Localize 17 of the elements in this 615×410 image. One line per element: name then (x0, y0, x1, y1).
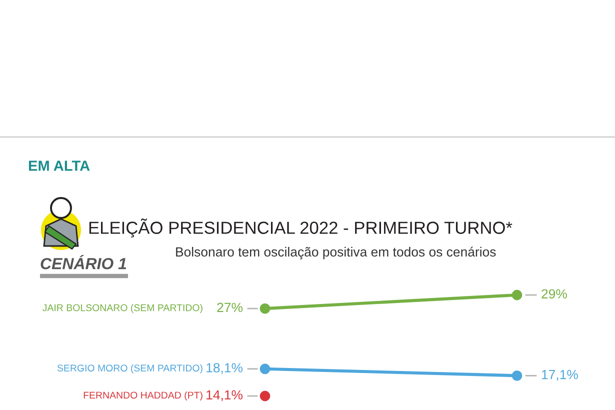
data-label: 29% (542, 289, 567, 299)
point (260, 364, 270, 374)
point (512, 370, 522, 381)
text: FERNANDO HADDAD (PT) (84, 391, 202, 401)
chart-title: ELEIÇÃO PRESIDENCIAL 2022 - PRIMEIRO TURNO* (89, 218, 512, 238)
text: EM ALTA (28, 160, 90, 171)
data-label: 17,1% (542, 370, 578, 381)
point (512, 290, 522, 300)
text: JAIR BOLSONARO (SEM PARTIDO) (42, 304, 202, 314)
data-label: 27% (217, 302, 243, 312)
data-label: 14,1% (206, 390, 243, 402)
data-label: 18,1% (206, 363, 243, 374)
point (260, 390, 270, 402)
text: SERGIO MORO (SEM PARTIDO) (57, 364, 202, 374)
point (260, 303, 270, 314)
chart-subtitle: Bolsonaro tem oscilação positiva em todos os cenários (176, 246, 496, 260)
text: CENÁRIO 1 (40, 255, 126, 270)
